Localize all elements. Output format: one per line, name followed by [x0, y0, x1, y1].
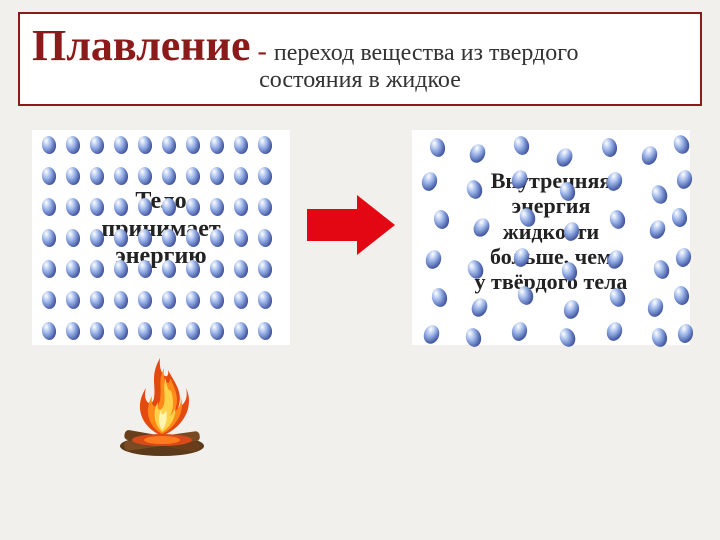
particle — [161, 135, 177, 155]
particle — [41, 321, 57, 341]
particle — [464, 326, 484, 348]
title-dash: - — [251, 36, 274, 67]
liquid-label-l5: у твёрдого тела — [412, 269, 690, 294]
particle — [257, 290, 273, 310]
particle — [65, 321, 81, 341]
particle — [233, 321, 249, 341]
particle — [89, 290, 105, 310]
liquid-label: Внутренняя энергия жидкости больше, чем … — [412, 168, 690, 294]
liquid-label-l2: энергия — [412, 193, 690, 218]
particle — [113, 135, 129, 155]
particle — [185, 135, 201, 155]
particle — [65, 166, 81, 186]
title-line2: состояния в жидкое — [32, 67, 688, 94]
title-line1-rest: переход вещества из твердого — [274, 40, 579, 66]
particle — [113, 290, 129, 310]
title-frame: Плавление - переход вещества из твердого… — [18, 12, 702, 106]
particle — [185, 166, 201, 186]
particle — [65, 290, 81, 310]
particle — [428, 137, 447, 159]
particle — [161, 290, 177, 310]
solid-state-panel: Тело принимает энергию — [32, 130, 290, 345]
particle — [257, 135, 273, 155]
particle — [671, 133, 692, 156]
particle — [113, 166, 129, 186]
transition-arrow — [307, 195, 395, 255]
particle — [89, 166, 105, 186]
particle — [137, 321, 153, 341]
particle — [233, 135, 249, 155]
particle — [554, 146, 576, 170]
particle — [646, 296, 666, 318]
liquid-label-l3: жидкости — [412, 219, 690, 244]
particle — [421, 323, 442, 346]
particle — [89, 135, 105, 155]
particle — [676, 323, 694, 344]
liquid-state-panel: Внутренняя энергия жидкости больше, чем … — [412, 130, 690, 345]
particle — [185, 290, 201, 310]
particle — [557, 326, 578, 349]
particle — [600, 137, 618, 158]
particle — [233, 290, 249, 310]
particle — [650, 327, 669, 349]
particle — [89, 321, 105, 341]
particle — [137, 290, 153, 310]
particle — [209, 321, 225, 341]
particle — [137, 135, 153, 155]
arrow-head — [357, 195, 395, 255]
particle — [41, 135, 57, 155]
particle — [257, 166, 273, 186]
particle — [510, 320, 529, 342]
particle — [209, 290, 225, 310]
particle — [65, 135, 81, 155]
particle — [41, 290, 57, 310]
particle — [161, 321, 177, 341]
particle — [209, 135, 225, 155]
particle — [209, 166, 225, 186]
particle — [41, 166, 57, 186]
particle — [113, 321, 129, 341]
particle — [137, 166, 153, 186]
particle — [512, 134, 531, 156]
liquid-label-l4: больше, чем — [412, 244, 690, 269]
particle — [562, 299, 581, 321]
particle — [604, 320, 624, 343]
particle — [257, 321, 273, 341]
fire-icon — [112, 348, 212, 458]
liquid-label-l1: Внутренняя — [412, 168, 690, 193]
particle — [639, 144, 659, 167]
title-main: Плавление — [32, 21, 251, 70]
arrow-body — [307, 209, 359, 241]
particle — [161, 166, 177, 186]
particle — [469, 296, 490, 319]
particle — [185, 321, 201, 341]
particle — [467, 142, 488, 165]
particle — [233, 166, 249, 186]
